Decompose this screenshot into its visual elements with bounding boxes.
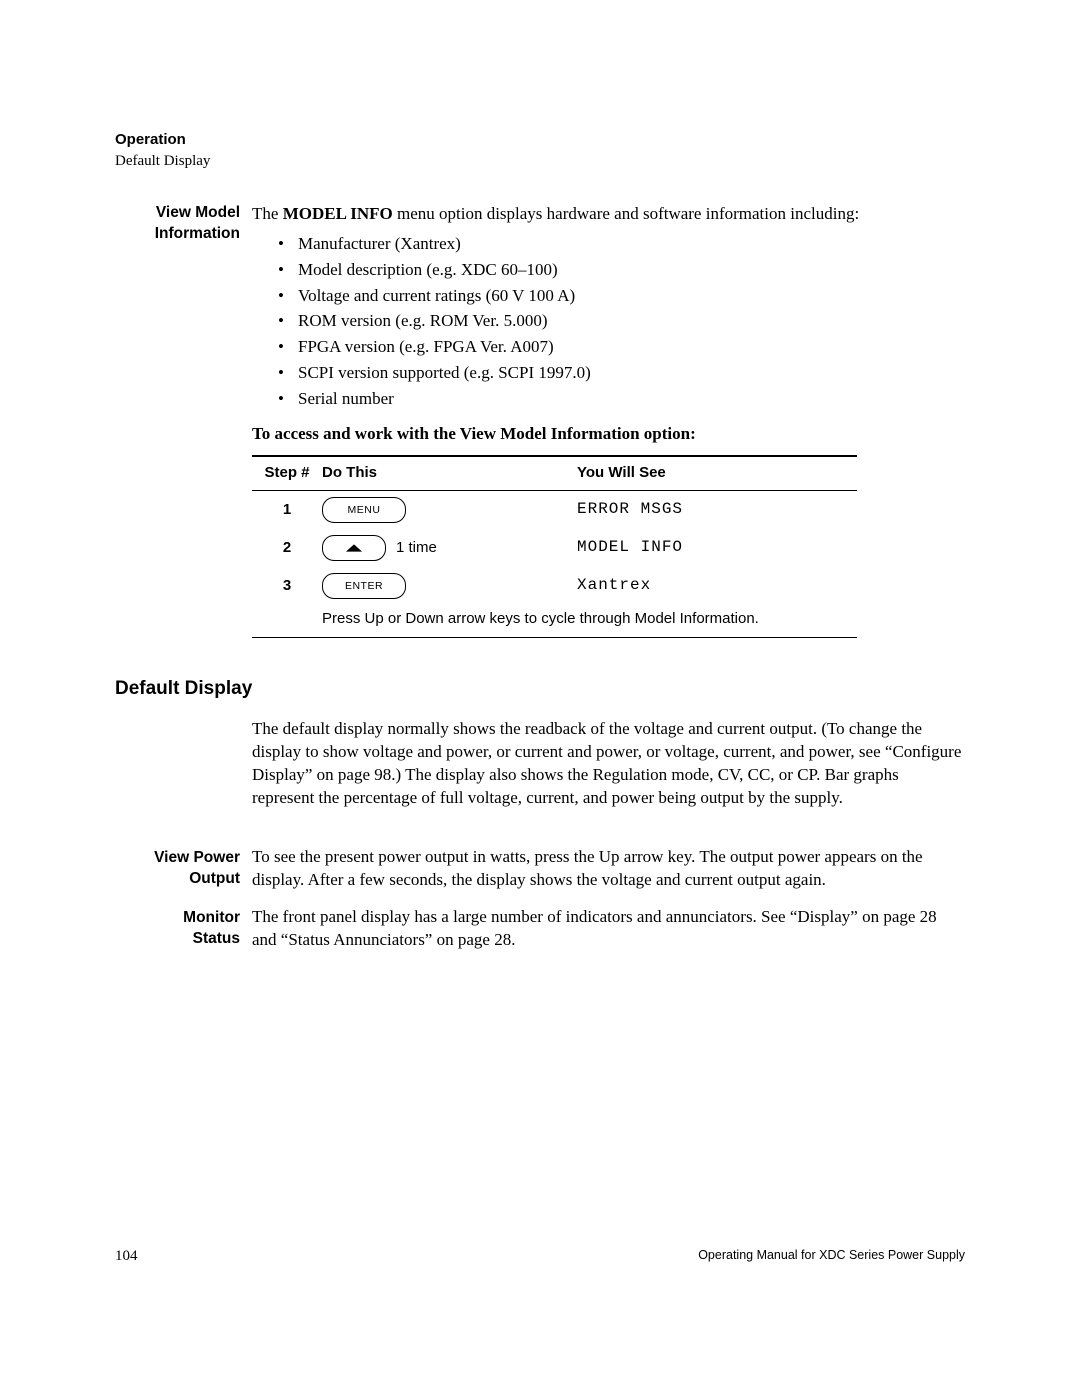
list-item: FPGA version (e.g. FPGA Ver. A007) <box>278 335 965 359</box>
list-item: Model description (e.g. XDC 60–100) <box>278 258 965 282</box>
procedure-subhead: To access and work with the View Model I… <box>252 423 965 446</box>
running-head-sub: Default Display <box>115 152 965 172</box>
margin-label-empty <box>115 718 252 810</box>
intro-post: menu option displays hardware and softwa… <box>393 204 859 223</box>
list-item: Manufacturer (Xantrex) <box>278 232 965 256</box>
list-item: ROM version (e.g. ROM Ver. 5.000) <box>278 309 965 333</box>
margin-label-view-power-output: View Power Output <box>115 846 252 892</box>
table-header-step: Step # <box>252 463 322 483</box>
step-table: Step # Do This You Will See 1 MENU ERROR… <box>252 455 857 638</box>
table-row: 2 1 time MODEL INFO <box>252 529 857 567</box>
page-number: 104 <box>115 1248 138 1265</box>
table-header-see: You Will See <box>577 463 857 483</box>
list-item: Serial number <box>278 387 965 411</box>
running-head-chapter: Operation <box>115 130 965 150</box>
key-enter-button: ENTER <box>322 573 406 599</box>
table-header-do: Do This <box>322 463 577 483</box>
margin-label-view-model-info: View Model Information <box>115 203 252 638</box>
margin-label-line: Status <box>193 930 240 947</box>
monitor-status-body: The front panel display has a large numb… <box>252 906 965 952</box>
margin-label-line: Information <box>155 225 240 242</box>
step-number: 1 <box>252 500 322 520</box>
margin-label-line: View Model <box>156 204 240 221</box>
margin-label-line: Output <box>189 870 240 887</box>
step-extra-text: 1 time <box>396 538 437 558</box>
list-item: Voltage and current ratings (60 V 100 A) <box>278 284 965 308</box>
intro-paragraph: The MODEL INFO menu option displays hard… <box>252 203 965 226</box>
key-menu-button: MENU <box>322 497 406 523</box>
default-display-body: The default display normally shows the r… <box>252 718 965 810</box>
key-up-arrow-button <box>322 535 386 561</box>
table-row: 3 ENTER Xantrex <box>252 567 857 605</box>
table-header-row: Step # Do This You Will See <box>252 457 857 490</box>
up-arrow-icon <box>345 543 363 553</box>
footer-doc-title: Operating Manual for XDC Series Power Su… <box>698 1248 965 1265</box>
model-info-bullet-list: Manufacturer (Xantrex) Model description… <box>278 232 965 411</box>
margin-label-line: View Power <box>154 849 240 866</box>
intro-bold: MODEL INFO <box>283 204 393 223</box>
margin-label-line: Monitor <box>183 909 240 926</box>
you-will-see: MODEL INFO <box>577 537 857 559</box>
you-will-see: ERROR MSGS <box>577 499 857 521</box>
step-number: 3 <box>252 576 322 596</box>
list-item: SCPI version supported (e.g. SCPI 1997.0… <box>278 361 965 385</box>
step-number: 2 <box>252 538 322 558</box>
table-footnote: Press Up or Down arrow keys to cycle thr… <box>252 605 857 637</box>
heading-default-display: Default Display <box>115 678 965 700</box>
table-row: 1 MENU ERROR MSGS <box>252 491 857 529</box>
you-will-see: Xantrex <box>577 575 857 597</box>
margin-label-monitor-status: Monitor Status <box>115 906 252 952</box>
view-power-output-body: To see the present power output in watts… <box>252 846 965 892</box>
intro-pre: The <box>252 204 283 223</box>
page-footer: 104 Operating Manual for XDC Series Powe… <box>115 1248 965 1265</box>
